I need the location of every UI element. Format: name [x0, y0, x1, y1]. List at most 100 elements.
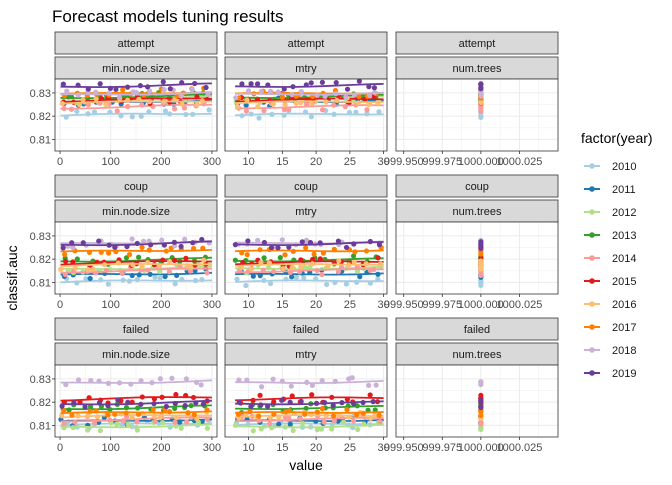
data-point [138, 113, 144, 119]
data-point [478, 93, 484, 99]
facet-panel: attempt num.trees 999.950999.9751000.00010… [384, 31, 559, 168]
data-point [478, 404, 484, 410]
data-point [150, 406, 156, 413]
x-axis-label: value [289, 457, 323, 473]
data-point [303, 237, 310, 243]
data-point [157, 268, 163, 275]
data-point [114, 421, 120, 427]
facet-strip-row [395, 174, 559, 198]
data-point [319, 107, 326, 113]
facet-panel: failed mtry 10 15 20 25 30 [224, 317, 390, 454]
data-point [139, 244, 145, 251]
x-tick-label: 20 [310, 156, 322, 168]
panel-background [396, 222, 558, 294]
panel-border [395, 221, 559, 295]
data-point [123, 255, 130, 261]
data-point [245, 238, 251, 244]
data-point [373, 382, 379, 388]
data-point [64, 88, 70, 94]
facet-strip-row [224, 317, 388, 341]
smooth-line [235, 400, 384, 406]
data-point [355, 426, 361, 433]
x-tick-label: 1000.000 [458, 156, 504, 168]
legend-title: factor(year) [581, 130, 653, 146]
data-point [478, 99, 484, 106]
x-tick-label: 300 [203, 299, 221, 311]
data-point [343, 94, 349, 100]
panel-background [396, 79, 558, 151]
x-tick-label: 10 [243, 299, 255, 311]
data-point [181, 105, 188, 111]
legend-label: 2019 [612, 368, 636, 380]
y-tick-label: 0.83 [30, 231, 51, 243]
data-point [61, 421, 67, 427]
legend-key-point [589, 186, 595, 192]
x-tick-label: 25 [344, 299, 356, 311]
x-tick-label: 25 [344, 156, 356, 168]
x-tick-label: 300 [203, 442, 221, 454]
smooth-line [235, 263, 384, 267]
smooth-line [60, 97, 212, 103]
data-point [357, 274, 363, 280]
legend-label: 2016 [612, 299, 636, 311]
smooth-line [60, 399, 212, 406]
data-point [478, 280, 484, 286]
data-point [61, 408, 67, 414]
data-point [80, 97, 86, 103]
smooth-line [60, 112, 212, 117]
y-tick-label: 0.81 [30, 277, 51, 289]
data-point [167, 259, 173, 265]
data-point [271, 399, 277, 405]
facet-strip-col-label: num.trees [453, 63, 502, 75]
facet-panel: attempt min.node.size 0 100 200 300 [54, 31, 221, 168]
x-tick-label: 200 [152, 299, 170, 311]
data-point [261, 108, 267, 114]
smooth-line [235, 83, 384, 88]
legend-label: 2018 [612, 345, 636, 357]
smooth-line [60, 82, 212, 89]
data-point [309, 382, 316, 388]
data-point [179, 101, 185, 107]
facet-strip-col-label: min.node.size [102, 206, 170, 218]
data-point [163, 403, 169, 410]
legend-key-point [589, 209, 595, 215]
smooth-line [235, 396, 384, 402]
smooth-line [235, 417, 384, 423]
data-point [182, 402, 188, 409]
legend-key-point [589, 232, 595, 238]
y-tick-label: 0.82 [30, 254, 51, 266]
data-point [157, 376, 163, 382]
facet-strip-col-label: mtry [295, 63, 317, 75]
data-point [134, 419, 140, 425]
data-point [115, 397, 121, 403]
legend: 2010 2011 2012 2013 2014 2015 2016 2017 2018 2019 [584, 161, 636, 380]
data-point [478, 84, 484, 91]
data-point [105, 412, 111, 418]
data-point [244, 252, 250, 258]
data-point [333, 79, 339, 86]
legend-key-point [589, 370, 595, 376]
data-point [159, 237, 165, 243]
data-point [243, 102, 249, 108]
data-point [350, 418, 357, 424]
legend-label: 2011 [612, 184, 636, 196]
data-point [282, 252, 288, 258]
smooth-line [235, 272, 384, 276]
data-point [319, 79, 325, 85]
data-point [184, 419, 190, 425]
data-point [267, 280, 274, 287]
data-point [276, 421, 282, 427]
x-tick-label: 15 [276, 156, 288, 168]
data-point [199, 236, 205, 243]
data-point [85, 102, 91, 108]
data-point [366, 101, 372, 108]
smooth-line [235, 423, 384, 429]
data-point [157, 275, 163, 281]
facet-strip-row-label: failed [293, 324, 319, 336]
smooth-line [235, 268, 384, 274]
data-point [200, 401, 206, 407]
x-tick-label: 15 [276, 442, 288, 454]
data-point [331, 418, 337, 424]
y-axis-label: classif.auc [4, 245, 20, 310]
data-point [267, 421, 273, 427]
